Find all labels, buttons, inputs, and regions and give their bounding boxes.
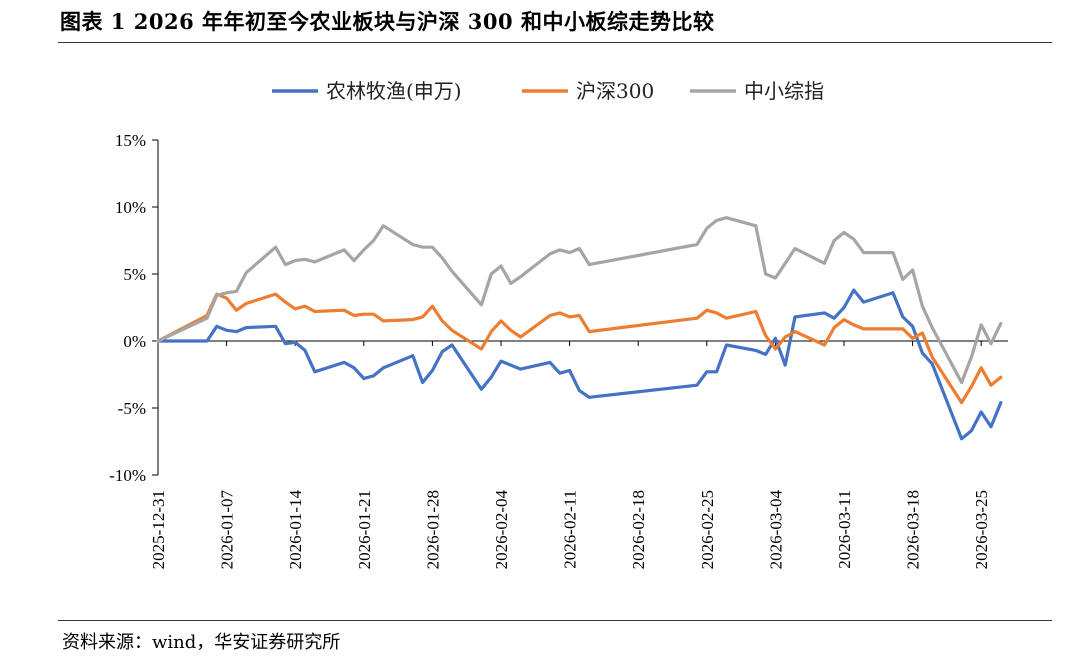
legend-label-2: 中小综指 [744,79,824,103]
x-tick-label: 2026-02-25 [698,490,717,569]
x-tick-label: 2026-03-11 [835,490,854,569]
footer-rule [58,620,1052,621]
x-tick-label: 2026-02-18 [629,490,648,569]
y-tick-label: 15% [115,131,146,150]
x-tick-label: 2026-01-07 [218,490,237,570]
x-tick-label: 2026-01-28 [423,490,442,569]
x-tick-label: 2026-03-25 [972,490,991,569]
chart-title: 图表 1 2026 年年初至今农业板块与沪深 300 和中小板综走势比较 [60,9,715,34]
series-line-0 [156,288,1003,441]
line-chart: 15% 10% 5% 0% -5% -10%2025-12-31 2026-01-07 202… [109,79,1008,570]
y-tick-label: 0% [123,332,146,351]
y-tick-label: -10% [109,466,146,485]
x-tick-label: 2026-03-18 [904,490,923,569]
x-tick-label: 2026-01-21 [355,490,374,569]
series-line-1 [156,292,1003,405]
y-tick-label: -5% [118,399,146,418]
title-rule [58,42,1052,43]
source-note: 资料来源：wind，华安证券研究所 [62,632,341,653]
legend-label-1: 沪深300 [576,79,654,103]
x-tick-label: 2026-02-04 [492,490,511,570]
y-tick-label: 5% [123,265,146,284]
y-tick-label: 10% [115,198,146,217]
x-tick-label: 2026-01-14 [286,490,305,570]
x-tick-label: 2026-03-04 [766,490,785,570]
x-tick-label: 2026-02-11 [561,490,580,569]
series-line-2 [156,216,1003,385]
x-tick-label: 2025-12-31 [149,490,168,569]
legend-label-0: 农林牧渔(申万) [326,79,462,103]
